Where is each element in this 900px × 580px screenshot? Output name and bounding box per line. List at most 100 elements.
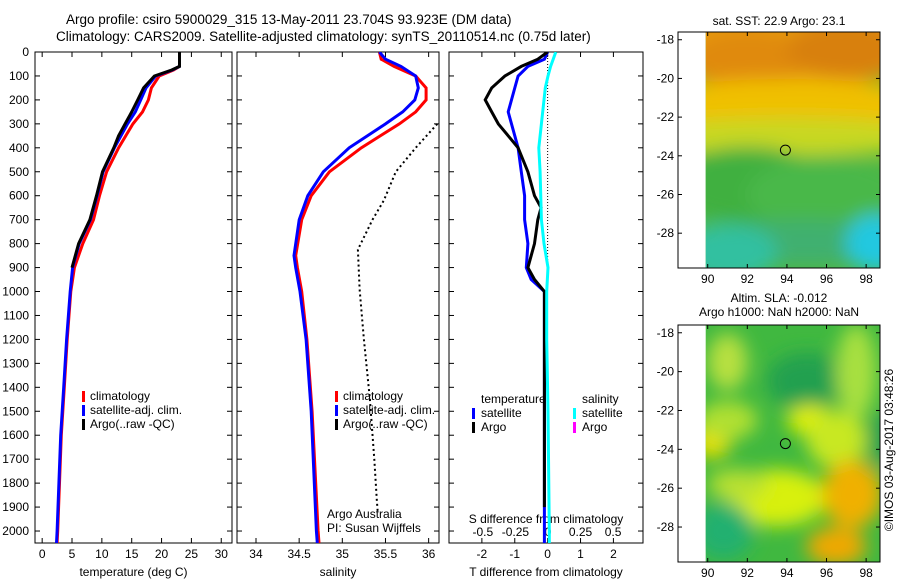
y-tick-label: 1500	[2, 404, 29, 418]
series-line-satellite-adj-clim-	[292, 52, 420, 543]
x-axis-label: salinity	[320, 565, 357, 579]
y-tick-label: 100	[9, 69, 29, 83]
y-tick-label: 1300	[2, 356, 29, 370]
legend-label: satellite-adj. clim.	[343, 403, 435, 417]
y-tick-label: 2000	[2, 524, 29, 538]
y-tick-label: -20	[657, 365, 675, 379]
x-tick-label: 92	[741, 566, 755, 580]
y-tick-label: 1800	[2, 476, 29, 490]
x2-tick-label: 0.5	[605, 525, 622, 539]
y-tick-label: 1000	[2, 285, 29, 299]
y-tick-label: 1700	[2, 452, 29, 466]
x2-tick-label: -0.5	[473, 525, 494, 539]
x-tick-label: 20	[155, 547, 169, 561]
y-tick-label: -20	[657, 71, 675, 85]
credit-text: ©IMOS 03-Aug-2017 03:48:26	[882, 369, 896, 532]
map-frame	[677, 324, 881, 563]
legend-swatch	[335, 391, 338, 402]
x-tick-label: 98	[859, 272, 873, 286]
sst-map-field	[705, 32, 880, 268]
legend-title-temperature: temperature	[481, 392, 546, 406]
x2-tick-label: 0.25	[569, 525, 593, 539]
series-line-s-satellite	[537, 52, 558, 543]
legend-swatch	[573, 408, 576, 419]
y-tick-label: -24	[657, 442, 675, 456]
map-frame	[677, 31, 881, 269]
map-color-patch	[705, 401, 758, 440]
legend-title-salinity: salinity	[582, 392, 619, 406]
x-tick-label: 98	[859, 566, 873, 580]
x-axis-label: temperature (deg C)	[79, 565, 187, 579]
x-tick-label: 96	[820, 272, 834, 286]
x-tick-label: 34.5	[287, 547, 311, 561]
y-tick-label: -22	[657, 403, 675, 417]
x-tick-label: 0	[39, 547, 46, 561]
title-line-1: Argo profile: csiro 5900029_315 13-May-2…	[66, 12, 512, 27]
y-tick-label: 500	[9, 165, 29, 179]
y-tick-label: 800	[9, 237, 29, 251]
map-blobs	[705, 325, 880, 562]
title-line-2: Climatology: CARS2009. Satellite-adjuste…	[56, 29, 591, 44]
legend-label: Argo	[481, 420, 507, 434]
legend-swatch	[82, 419, 85, 430]
sst-map-title: sat. SST: 22.9 Argo: 23.1	[713, 14, 846, 28]
map-blobs	[705, 32, 880, 268]
y-tick-label: 700	[9, 213, 29, 227]
argo-position-marker	[779, 144, 791, 156]
x-tick-label: 25	[185, 547, 199, 561]
y-tick-label: 1200	[2, 332, 29, 346]
x-tick-label: 2	[610, 547, 617, 561]
legend-label: climatology	[90, 389, 150, 403]
legend-swatch	[82, 405, 85, 416]
x-tick-label: 35	[336, 547, 350, 561]
map-color-patch	[806, 527, 867, 562]
series-line-argo-raw-qc-	[356, 123, 439, 512]
legend-swatch	[472, 408, 475, 419]
legend-label: Argo(..raw -QC)	[90, 417, 175, 431]
annotation-argo-australia: Argo Australia	[327, 507, 402, 521]
x-tick-label: 92	[741, 272, 755, 286]
series-line-climatology	[55, 52, 181, 543]
y-tick-label: 200	[9, 93, 29, 107]
y-tick-label: -28	[657, 520, 675, 534]
x-tick-label: 34	[249, 547, 263, 561]
legend-swatch	[335, 405, 338, 416]
y-tick-label: -18	[657, 33, 675, 47]
sla-map-title: Altim. SLA: -0.012	[731, 291, 828, 305]
y-tick-label: -22	[657, 110, 675, 124]
y-tick-label: 0	[22, 45, 29, 59]
map-color-patch	[806, 411, 867, 469]
x-tick-label: 90	[701, 566, 715, 580]
y-tick-label: -26	[657, 187, 675, 201]
y-tick-label: 1600	[2, 428, 29, 442]
map-color-patch	[786, 32, 880, 78]
series-line-argo-raw-qc-	[70, 52, 181, 268]
map-color-patch	[705, 32, 808, 88]
sla-map-field	[705, 325, 880, 562]
series-line-t-argo	[483, 52, 549, 508]
legend-label: satellite	[481, 406, 522, 420]
map-color-patch	[766, 352, 847, 410]
x2-axis-label: S difference from climatology	[469, 512, 624, 526]
x-tick-label: -1	[509, 547, 520, 561]
legend-swatch	[573, 422, 576, 433]
map-color-patch	[846, 214, 880, 268]
map-color-patch	[865, 412, 880, 467]
legend-label: satellite	[582, 406, 623, 420]
x-tick-label: 0	[544, 547, 551, 561]
map-color-patch	[705, 224, 778, 268]
y-tick-label: 1900	[2, 500, 29, 514]
argo-position-marker	[779, 438, 791, 450]
legend-label: Argo	[582, 420, 608, 434]
series-line-climatology	[294, 52, 428, 543]
x-tick-label: 90	[701, 272, 715, 286]
y-tick-label: -24	[657, 149, 675, 163]
x-tick-label: 35.5	[374, 547, 398, 561]
x-tick-label: 96	[820, 566, 834, 580]
legend-swatch	[82, 391, 85, 402]
x-tick-label: 94	[780, 566, 794, 580]
x-tick-label: 5	[69, 547, 76, 561]
x-tick-label: 94	[780, 272, 794, 286]
